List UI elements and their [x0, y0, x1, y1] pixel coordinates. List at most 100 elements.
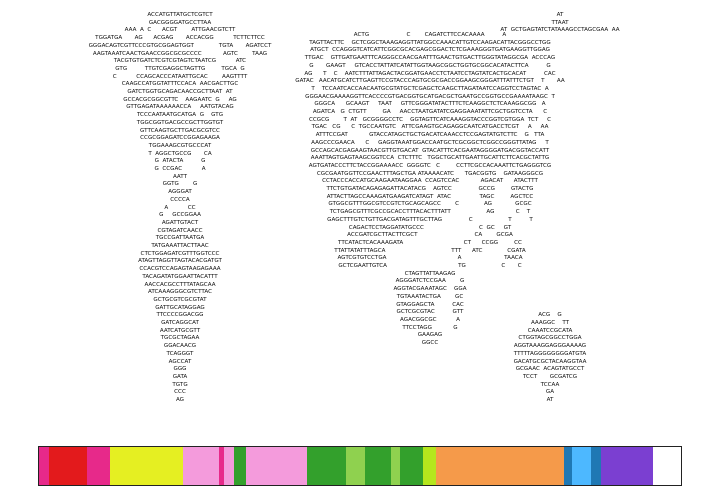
sequence-line: TTAAT	[551, 19, 569, 26]
sequence-line: GTTGAGATAAAAAACCA AATGTACAG	[126, 104, 234, 111]
bar-segment	[218, 447, 225, 485]
sequence-line: GCCAGCACGAGAAGTAACGTTGTGACAT GTACATTTCAC…	[310, 147, 550, 154]
bar-segment	[571, 447, 592, 485]
bar-segment	[400, 447, 424, 485]
sequence-line: GGGAACGAAAAGGTTCACCCCGTGACGGTGCATGACGCTG…	[305, 93, 555, 100]
sequence-line: GGGACAGTCGTTCCCGTGCGGAGTGGT TGTA AGATCCT	[88, 42, 272, 49]
sequence-line: CCACGTCCAGAGTAAGAGAAA	[139, 266, 221, 273]
sequence-line: TCCT GCGATCG	[522, 373, 578, 380]
sequence-line: GTAGGAGCTA CAC	[396, 301, 464, 308]
sequence-line: ACG G	[538, 312, 562, 319]
sequence-line: GGG	[173, 366, 187, 373]
sequence-line: GTTCAAGTGCTTGACGCGTCC	[140, 127, 220, 134]
sequence-line: TGTAAATACTGA GC	[396, 293, 464, 300]
sequence-line: AGGTACGAAATAGC GGA	[393, 286, 467, 293]
sequence-line: GCTGCGTCGCGTAT	[153, 296, 207, 303]
sequence-line: CGTAGATCAACC	[157, 227, 203, 234]
sequence-line: G CCGAC A	[154, 166, 206, 172]
sequence-line: TAGTTACTTC GCTCGGCTAAAGAGGTTATGGCCAAACAT…	[309, 39, 551, 46]
sequence-line: CCC	[174, 389, 186, 396]
sequence-line: CTAGTTATTAAGAG	[404, 270, 456, 277]
bar-segment	[233, 447, 247, 485]
sequence-line: AAAGGC TT	[530, 320, 570, 326]
sequence-line: AG T C AATCTTTATTAGACTACGGATGAACCTCTAATC…	[304, 70, 556, 77]
sequence-line: AT	[556, 12, 564, 18]
sequence-line: ACCATGTTATGCTCGTCT	[147, 12, 213, 18]
sequence-line: TGCGCTAGAA	[160, 335, 200, 342]
bar-segment	[183, 447, 220, 485]
bar-segment	[307, 447, 347, 485]
sequence-line: TCTGAGCGTTTCGCCGCACCTTTACACTTTATT AG C T	[329, 209, 531, 216]
sequence-line: AAA A C ACGT ATTGAACGTCTT	[124, 27, 236, 34]
sequence-line: AAGTAAATCAACTGAACCGGCGCGCCCC AGTC TAAG	[92, 50, 268, 57]
sequence-line: CTCTGGAGATCGTTTGGTCCC	[140, 250, 220, 257]
bar-segment	[223, 447, 235, 485]
sequence-line: AT GCTGAGTATCTATAAAGCCTAGCGAA AA	[500, 27, 620, 34]
sequence-line: AACCACGCCTTTATAGCAA	[144, 281, 216, 288]
sequence-line: AGATCA G CTGTT GA AACCTAATGATATCGAGGAAAT…	[312, 109, 548, 115]
sequence-line: AATCATGCGTT	[159, 327, 201, 334]
sequence-line: TTGAC GTTGATGAATTTCAGGGCCAACGAATTTGAACTG…	[304, 55, 556, 62]
bar-segment	[87, 447, 111, 485]
bar-segment	[591, 447, 602, 485]
sequence-line: GGCC	[421, 340, 439, 346]
sequence-line: T AGGCTGCCG CA	[148, 150, 212, 157]
sequence-line: GATTGCATAGGAG	[155, 304, 205, 311]
sequence-line: GGGCA GCAAGT TAAT GTTCGGGATATACTTTCTCAAG…	[314, 101, 546, 108]
sequence-line: GTGGCGTTTGGCGTCCGTCTGCAGCAGCC C AG GCGC	[328, 201, 532, 208]
sequence-line: TGTG	[172, 381, 188, 388]
sequence-line: ACCGATCGCTTACTTCGCT CA GCGA	[347, 232, 513, 239]
sequence-line: TGCCGATTAATGA	[155, 235, 205, 242]
sequence-line: CCTACCCACCATGCAAGAATAAGGAA CCAGTCCAC AGA…	[322, 178, 538, 185]
bar-segment	[600, 447, 653, 485]
sequence-line: CAGACTCCTAGGATATGCCC C GC GT	[348, 224, 512, 231]
sequence-line: GATA	[172, 373, 188, 380]
sequence-line: TTCATACTCACAAAGATA CT CCGG CC	[338, 239, 522, 246]
bar-segment	[365, 447, 392, 485]
sequence-line: AGCCAT	[168, 358, 192, 365]
bar-segment	[345, 447, 366, 485]
sequence-line: CCGCG T AT GCGGGGCCTC GGTAGTTCATCAAAGGTA…	[308, 116, 552, 123]
sequence-line: CTGGTAGCGGCCTGGA	[518, 335, 582, 342]
sequence-line: T TCCAATCACCAACAATGCGTATGCTCGAGCTCAAGCTT…	[311, 85, 549, 92]
sequence-line: G GAAGT GTCACCTATTATCATATTGGTAAGCGGCTGGT…	[309, 62, 551, 69]
bar-segment	[435, 447, 565, 485]
sequence-line: TTCCTAGG G	[402, 324, 458, 331]
sequence-line: CAAATCCGCATA	[527, 327, 573, 334]
sequence-line: AATT	[172, 173, 188, 180]
sequence-line: AT	[546, 397, 554, 403]
sequence-line: GGTG G	[162, 181, 198, 188]
sequence-line: GATAC AACATGCATCTTGAGTTCCGTACCCAGTGCGCGA…	[295, 78, 565, 85]
sequence-line: TCAGGGT	[166, 350, 194, 357]
sequence-line: TTCTGTGATACAGAGAGATTACATACG AGTCC GCCG G…	[326, 186, 534, 192]
bar-segment	[390, 447, 402, 485]
sequence-line: TATGAAATTACTTAAC	[151, 243, 209, 249]
sequence-line: AGTCGTGTCCTGA A TAACA	[337, 255, 523, 262]
sequence-line: TTCCCCGGACGG	[156, 312, 204, 319]
sequence-line: ATTTCCGAT GTACCATAGCTGCTGACATCAAACCTCCGA…	[315, 132, 545, 139]
sequence-line: TACAGATATGGAATTACATTT	[142, 273, 218, 280]
sequence-line: GAAGAG	[417, 332, 443, 339]
sequence-line: TACGTGTGATCTCGTCGTAGTCTAATCG ATC	[113, 58, 247, 65]
bar-segment	[246, 447, 308, 485]
sequence-line: ATTACTTAGCCAAAGATGAAGATCATAGT ATAC TAGC …	[326, 193, 534, 200]
sequence-line: ATAGTTAGGTTAGTACACGATGT	[138, 258, 222, 265]
bar-segment	[109, 447, 185, 485]
sequence-line: AGATTGTACT	[161, 219, 199, 226]
population-structure-bar	[38, 446, 682, 486]
sequence-line: G GCCGGAA	[159, 212, 201, 219]
sequence-line: GCGAAC ACAGTATGCCT	[515, 366, 585, 373]
sequence-line: GATCAGGCAT	[161, 320, 199, 326]
sequence-line: GAGCTTTGTCTGTTGACGATAGTTTGCTTAG C T T	[327, 216, 533, 223]
sequence-line: AAATTAGTGAGTAAGCGGTCCA CTCTTTC TGGCTGCAT…	[310, 155, 550, 162]
sequence-line: TGGAAAGCGTGCCCAT	[148, 142, 212, 149]
sequence-line: ACTG C CAGATCTTCCACAAAA A	[353, 32, 507, 38]
sequence-line: GACATGCGCTACAAGGTAA	[513, 358, 587, 365]
sequence-line: TGAC CG C TGCCAATGTC ATTCGAAGTGCAGAGGCAA…	[311, 124, 549, 131]
sequence-line: A CC	[164, 204, 196, 211]
bar-segment	[48, 447, 88, 485]
sequence-line: GATCTGGTGCAGACAACCGCTTAAT AT	[127, 89, 233, 95]
sequence-line: GCTCGAATTGTCA TG C C	[338, 263, 522, 269]
sequence-line: ATCAAAGGGCGTCTTAC	[147, 289, 213, 296]
